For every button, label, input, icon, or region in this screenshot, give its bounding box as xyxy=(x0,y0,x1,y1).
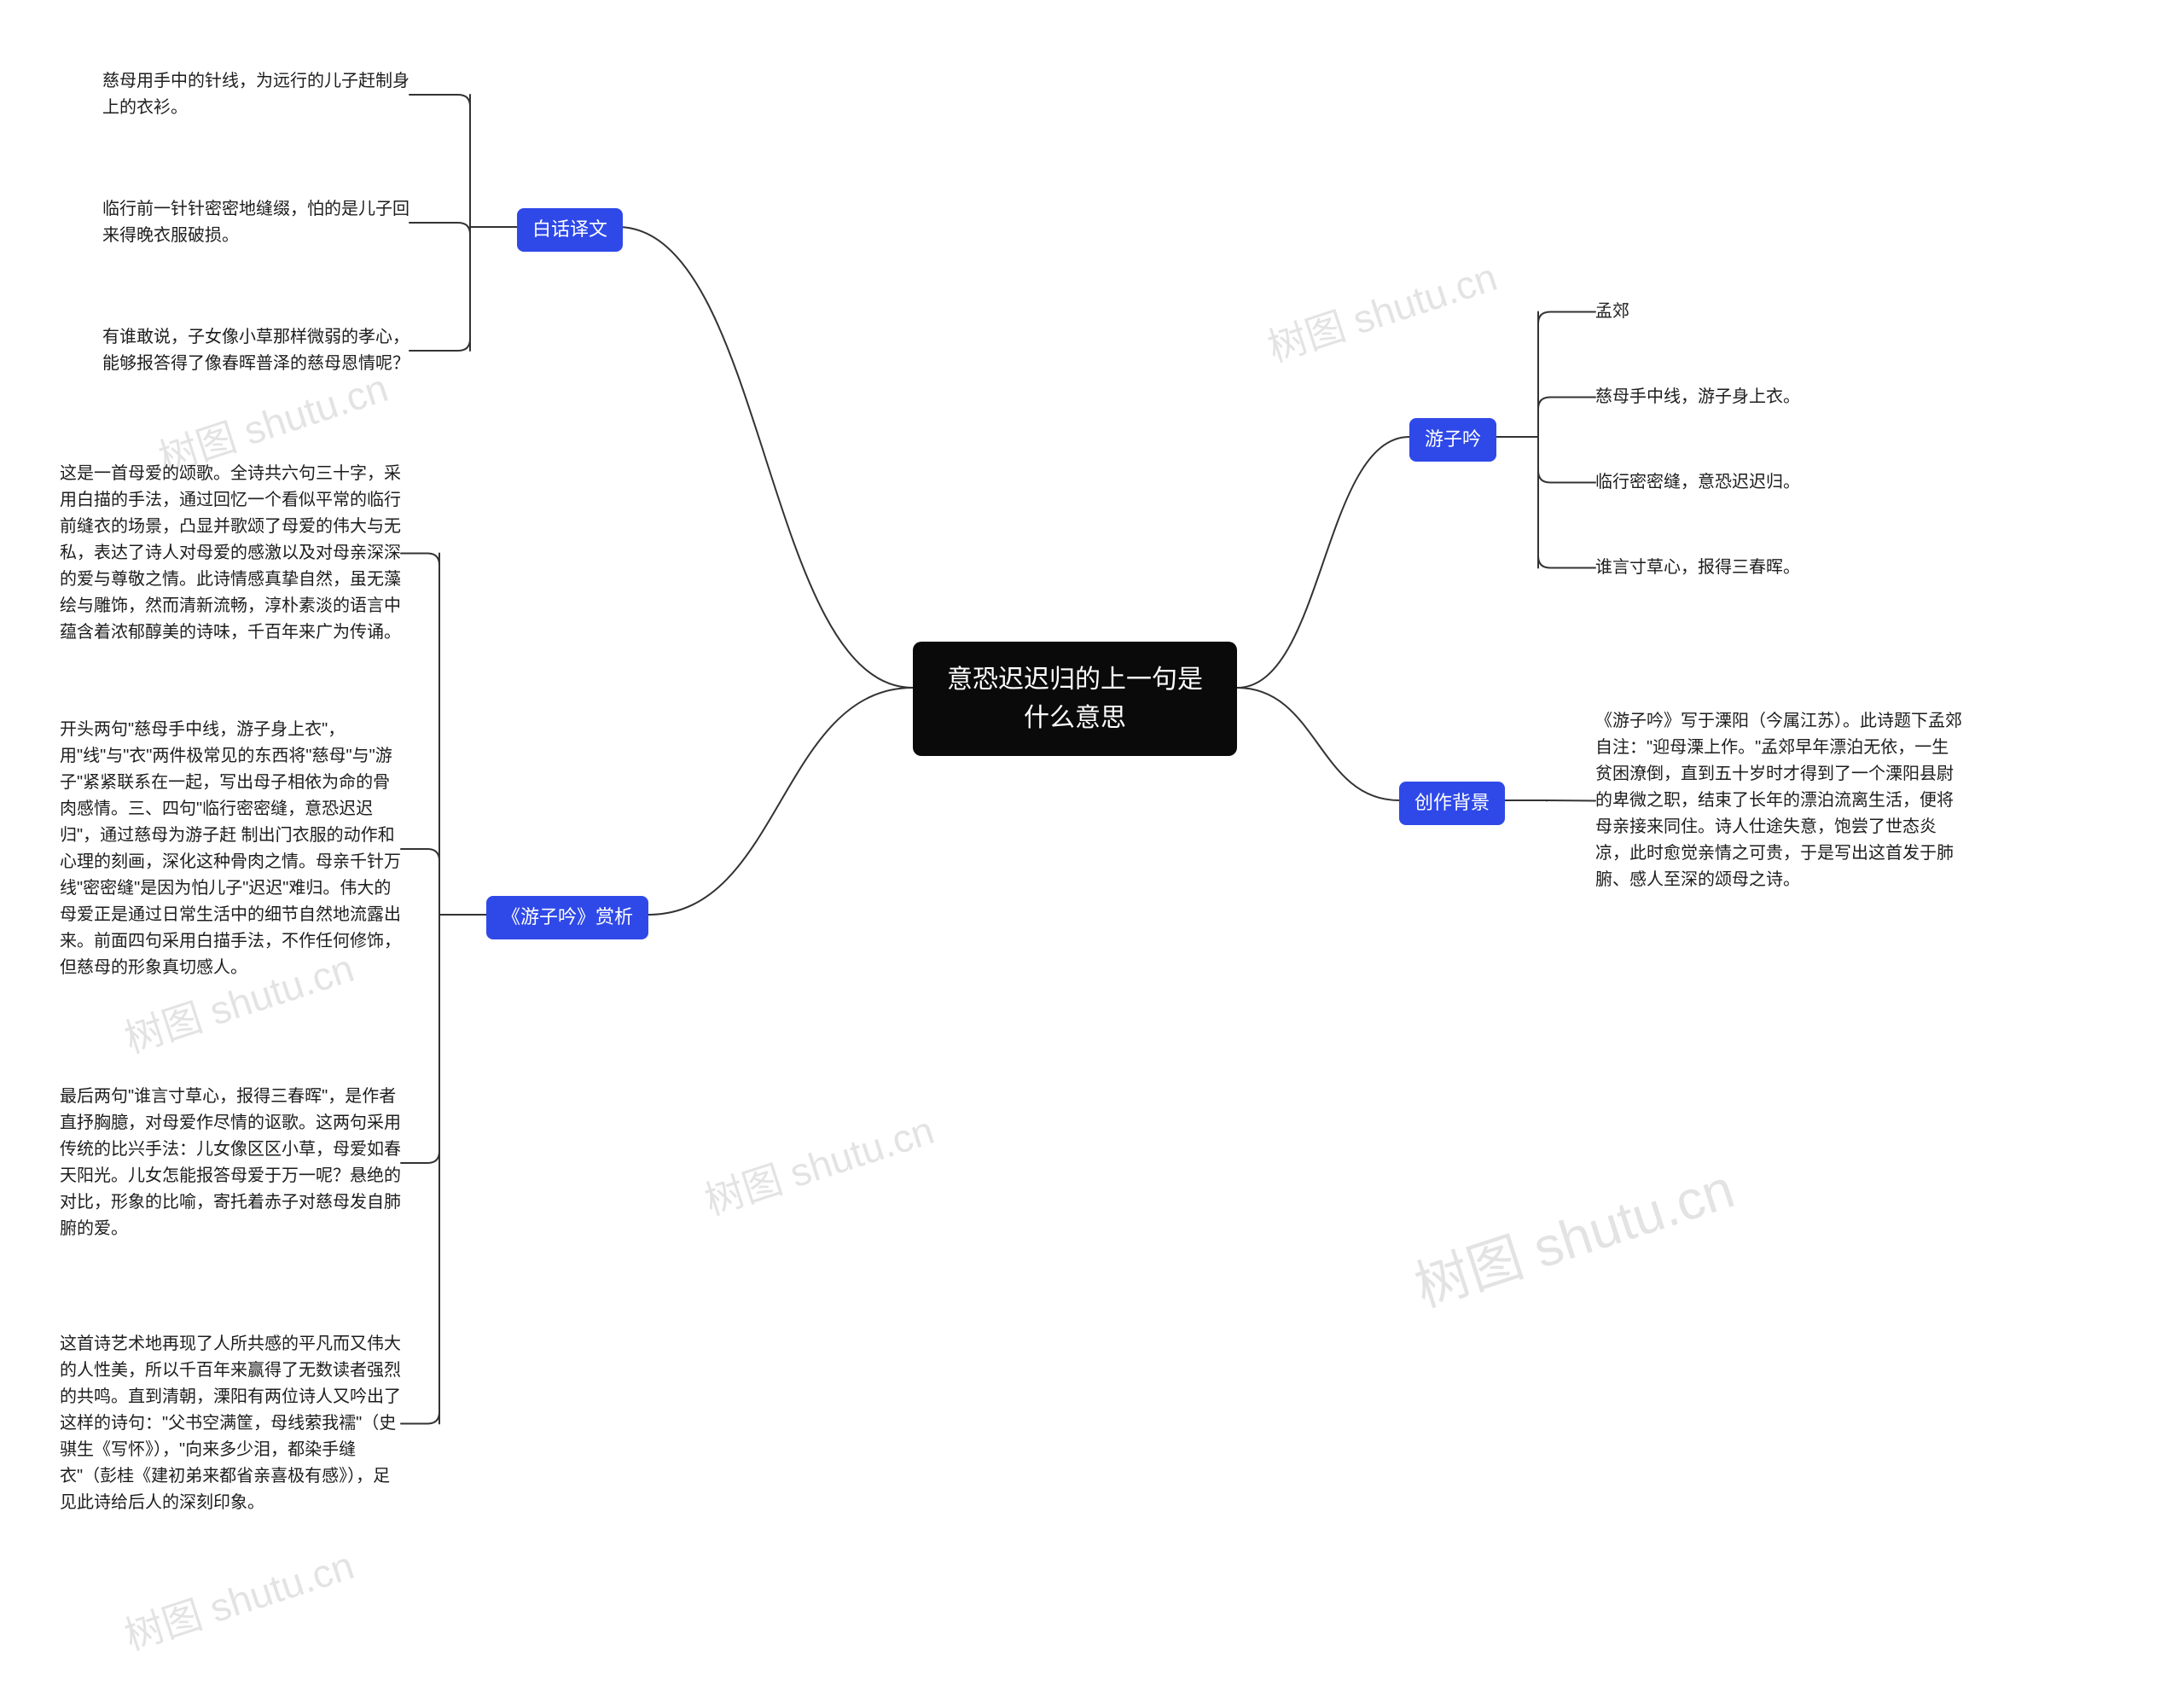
leaf-node-y2: 慈母手中线，游子身上衣。 xyxy=(1595,384,1851,410)
leaf-node-s2: 开头两句"慈母手中线，游子身上衣"，用"线"与"衣"两件极常见的东西将"慈母"与… xyxy=(60,717,401,981)
leaf-node-y1: 孟郊 xyxy=(1595,299,1851,325)
leaf-node-l1: 慈母用手中的针线，为远行的儿子赶制身上的衣衫。 xyxy=(102,68,410,121)
watermark: 树图 shutu.cn xyxy=(1403,1145,1742,1322)
branch-node-b_baihua[interactable]: 白话译文 xyxy=(517,208,623,252)
watermark: 树图 shutu.cn xyxy=(1260,247,1503,374)
watermark: 树图 shutu.cn xyxy=(697,1100,940,1227)
branch-node-b_youziyin[interactable]: 游子吟 xyxy=(1409,418,1496,462)
watermark: 树图 shutu.cn xyxy=(117,1535,360,1662)
leaf-node-l3: 有谁敢说，子女像小草那样微弱的孝心，能够报答得了像春晖普泽的慈母恩情呢？ xyxy=(102,324,410,377)
leaf-node-y3: 临行密密缝，意恐迟迟归。 xyxy=(1595,469,1851,496)
branch-node-b_beijing[interactable]: 创作背景 xyxy=(1399,782,1505,825)
leaf-node-l2: 临行前一针针密密地缝缀，怕的是儿子回来得晚衣服破损。 xyxy=(102,196,410,249)
branch-node-b_shangxi[interactable]: 《游子吟》赏析 xyxy=(486,896,648,939)
leaf-node-s4: 这首诗艺术地再现了人所共感的平凡而又伟大的人性美，所以千百年来赢得了无数读者强烈… xyxy=(60,1331,401,1516)
leaf-node-s1: 这是一首母爱的颂歌。全诗共六句三十字，采用白描的手法，通过回忆一个看似平常的临行… xyxy=(60,461,401,646)
leaf-node-s3: 最后两句"谁言寸草心，报得三春晖"，是作者直抒胸臆，对母爱作尽情的讴歌。这两句采… xyxy=(60,1084,401,1242)
leaf-node-y4: 谁言寸草心，报得三春晖。 xyxy=(1595,555,1851,581)
leaf-node-bj1: 《游子吟》写于溧阳（今属江苏）。此诗题下孟郊自注："迎母溧上作。"孟郊早年漂泊无… xyxy=(1595,708,1962,893)
root-node[interactable]: 意恐迟迟归的上一句是什么意思 xyxy=(913,642,1237,756)
